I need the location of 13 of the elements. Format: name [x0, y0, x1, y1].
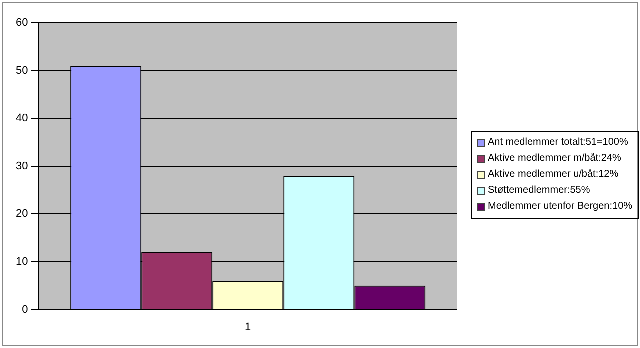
legend-label: Støttemedlemmer:55% [488, 184, 590, 198]
y-tick-label: 40 [16, 112, 28, 125]
legend-label: Ant medlemmer totalt:51=100% [488, 136, 628, 150]
y-tick-label: 0 [22, 304, 28, 316]
y-tick-label: 30 [16, 160, 28, 172]
legend-label: Medlemmer utenfor Bergen:10% [488, 200, 633, 214]
y-tick-label: 50 [16, 64, 28, 77]
y-tick-label: 10 [16, 256, 28, 268]
y-tick-label: 20 [16, 208, 28, 220]
x-tick-label: 1 [245, 321, 252, 334]
legend-label: Aktive medlemmer m/båt:24% [488, 152, 622, 166]
y-tick-label: 60 [16, 17, 28, 30]
legend-label: Aktive medlemmer u/båt:12% [488, 168, 619, 182]
